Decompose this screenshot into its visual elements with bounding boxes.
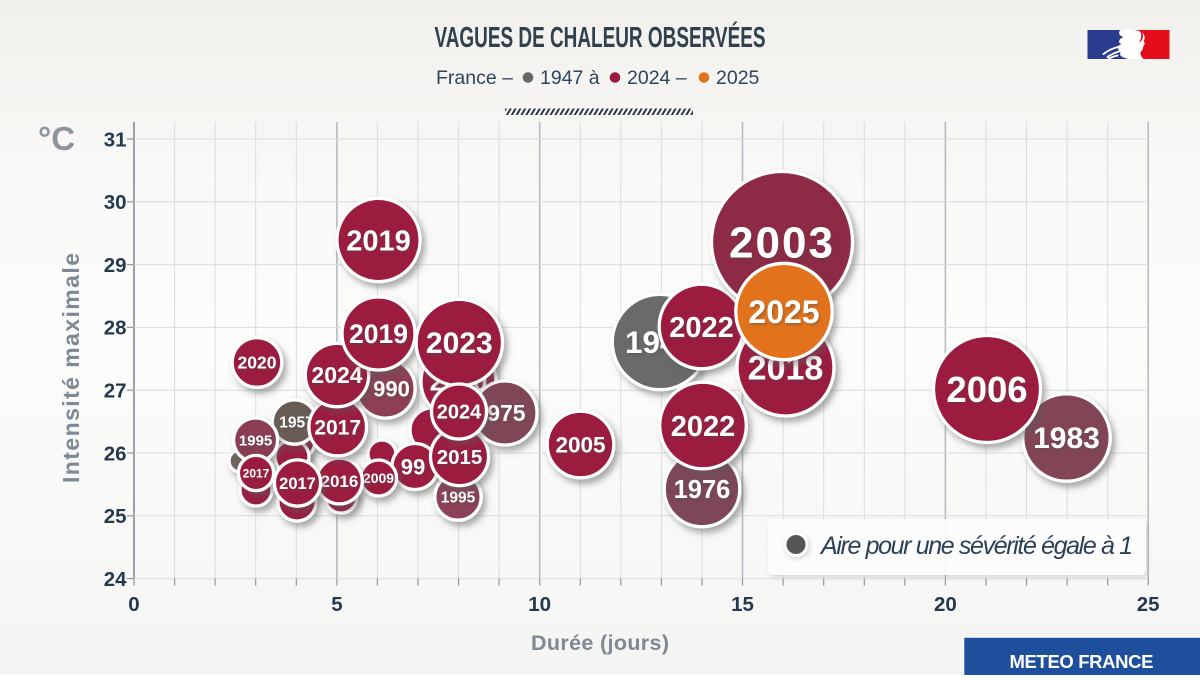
svg-text:2020: 2020 (238, 353, 277, 373)
svg-text:30: 30 (104, 191, 127, 214)
svg-text:0: 0 (128, 593, 139, 616)
svg-text:2024 –: 2024 – (627, 67, 687, 89)
svg-text:2022: 2022 (671, 411, 736, 443)
svg-text:27: 27 (104, 380, 127, 403)
svg-text:2006: 2006 (946, 369, 1027, 410)
svg-text:28: 28 (104, 317, 127, 340)
svg-text:Intensité maximale: Intensité maximale (58, 253, 84, 483)
svg-text:25: 25 (104, 505, 127, 528)
svg-text:24: 24 (104, 568, 127, 591)
svg-text:2025: 2025 (748, 294, 819, 330)
svg-text:31: 31 (104, 128, 127, 151)
svg-text:29: 29 (104, 254, 127, 277)
svg-text:2024: 2024 (437, 402, 482, 424)
svg-text:2025: 2025 (716, 67, 760, 89)
svg-text:2009: 2009 (363, 470, 394, 486)
svg-text:METEO FRANCE: METEO FRANCE (1010, 651, 1154, 672)
svg-text:2022: 2022 (669, 312, 734, 344)
svg-text:France –: France – (436, 67, 513, 89)
svg-text:1995: 1995 (441, 490, 476, 507)
svg-text:5: 5 (331, 593, 342, 616)
svg-text:25: 25 (1137, 593, 1160, 616)
svg-text:26: 26 (104, 442, 127, 465)
svg-text:2017: 2017 (243, 466, 270, 480)
svg-text:Aire pour une sévérité égale à: Aire pour une sévérité égale à 1 (819, 532, 1133, 560)
svg-text:1995: 1995 (239, 432, 272, 449)
svg-text:2005: 2005 (555, 433, 605, 458)
svg-text:Durée (jours): Durée (jours) (531, 631, 669, 655)
svg-text:99: 99 (401, 454, 425, 479)
svg-text:VAGUES DE CHALEUR OBSERVÉES: VAGUES DE CHALEUR OBSERVÉES (435, 22, 766, 54)
svg-text:2015: 2015 (437, 446, 483, 469)
svg-text:2019: 2019 (346, 225, 411, 257)
svg-text:2017: 2017 (314, 417, 361, 440)
svg-text:20: 20 (934, 593, 957, 616)
svg-text:°C: °C (38, 120, 75, 157)
svg-text:1957: 1957 (279, 415, 313, 432)
svg-text:1976: 1976 (674, 476, 731, 504)
svg-text:2023: 2023 (426, 327, 493, 360)
svg-text:1983: 1983 (1033, 422, 1100, 455)
svg-text:1947 à: 1947 à (540, 67, 600, 89)
svg-text:2024: 2024 (311, 362, 362, 388)
svg-text:2003: 2003 (729, 219, 835, 268)
svg-text:10: 10 (528, 593, 551, 616)
svg-text:15: 15 (731, 593, 754, 616)
svg-text:2017: 2017 (279, 475, 316, 493)
svg-text:990: 990 (373, 376, 410, 401)
svg-text:2019: 2019 (349, 319, 408, 349)
svg-text:2016: 2016 (320, 472, 358, 491)
